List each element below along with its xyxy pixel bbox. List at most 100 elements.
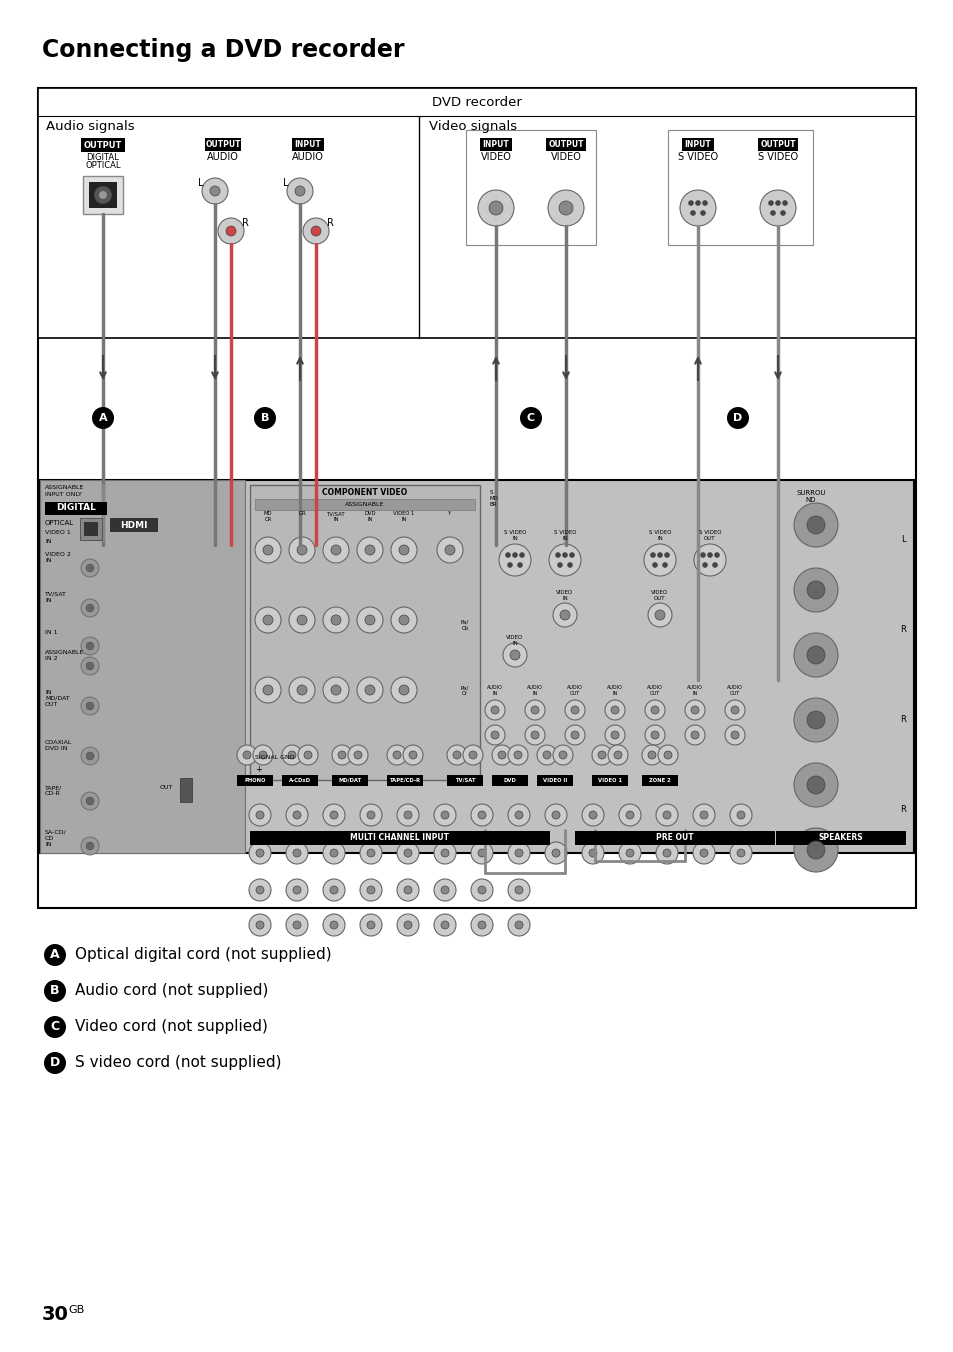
Circle shape (726, 407, 748, 429)
Circle shape (793, 827, 837, 872)
Circle shape (598, 750, 605, 758)
Circle shape (507, 914, 530, 936)
Circle shape (492, 745, 512, 765)
Text: SURROU
ND: SURROU ND (796, 489, 825, 503)
Circle shape (226, 226, 235, 237)
Circle shape (359, 842, 381, 864)
Text: DIGITAL: DIGITAL (56, 503, 96, 512)
Text: OUT: OUT (160, 786, 173, 790)
Circle shape (531, 731, 538, 740)
Circle shape (760, 191, 795, 226)
Text: A: A (51, 949, 60, 961)
Circle shape (644, 700, 664, 721)
Text: Audio cord (not supplied): Audio cord (not supplied) (75, 983, 268, 999)
Circle shape (569, 553, 574, 557)
Circle shape (323, 537, 349, 562)
Text: L: L (198, 178, 204, 188)
Text: AUDIO
OUT: AUDIO OUT (726, 685, 742, 696)
Bar (38, 88, 915, 338)
Text: MD
CR: MD CR (263, 511, 272, 522)
Circle shape (332, 745, 352, 765)
Circle shape (434, 804, 456, 826)
Circle shape (253, 745, 273, 765)
Circle shape (365, 615, 375, 625)
Circle shape (304, 750, 312, 758)
Circle shape (393, 750, 400, 758)
Circle shape (323, 677, 349, 703)
Circle shape (255, 849, 264, 857)
Circle shape (403, 811, 412, 819)
Circle shape (398, 545, 409, 556)
Circle shape (286, 842, 308, 864)
Bar (250, 485, 479, 780)
Text: A: A (98, 412, 107, 423)
Circle shape (359, 879, 381, 900)
Circle shape (356, 607, 382, 633)
Text: DVD recorder: DVD recorder (432, 96, 521, 110)
Circle shape (517, 562, 522, 568)
Text: VIDEO
IN: VIDEO IN (506, 635, 523, 646)
Text: S VIDEO
IN: S VIDEO IN (648, 530, 671, 541)
Circle shape (519, 553, 524, 557)
Text: OPTICAL: OPTICAL (85, 161, 121, 170)
Bar (236, 775, 273, 786)
Circle shape (650, 706, 659, 714)
Circle shape (806, 841, 824, 859)
Circle shape (655, 610, 664, 621)
Circle shape (396, 842, 418, 864)
Circle shape (491, 706, 498, 714)
Circle shape (515, 849, 522, 857)
Text: AUDIO
OUT: AUDIO OUT (566, 685, 582, 696)
Circle shape (289, 537, 314, 562)
Circle shape (537, 745, 557, 765)
Text: VIDEO
OUT: VIDEO OUT (651, 589, 668, 600)
Circle shape (81, 657, 99, 675)
Bar (465, 130, 596, 245)
Circle shape (254, 537, 281, 562)
Bar (667, 130, 812, 245)
Circle shape (81, 558, 99, 577)
Circle shape (348, 745, 368, 765)
Circle shape (510, 650, 519, 660)
Circle shape (81, 792, 99, 810)
Circle shape (323, 879, 345, 900)
Circle shape (255, 921, 264, 929)
Circle shape (489, 201, 502, 215)
Circle shape (730, 731, 739, 740)
Circle shape (515, 886, 522, 894)
Text: Video cord (not supplied): Video cord (not supplied) (75, 1019, 268, 1034)
Circle shape (514, 750, 521, 758)
Bar (282, 775, 317, 786)
Circle shape (663, 750, 671, 758)
Text: AUDIO: AUDIO (207, 151, 238, 162)
Text: PHONO: PHONO (244, 777, 266, 783)
Text: B: B (260, 412, 269, 423)
Text: GB: GB (68, 1305, 84, 1315)
Text: AUDIO: AUDIO (292, 151, 324, 162)
Circle shape (440, 811, 449, 819)
Circle shape (564, 725, 584, 745)
Bar (84, 522, 98, 535)
Text: PRE OUT: PRE OUT (656, 833, 693, 842)
Circle shape (505, 553, 510, 557)
Text: ASSIGNABLE: ASSIGNABLE (45, 485, 84, 489)
Circle shape (700, 811, 707, 819)
Circle shape (692, 842, 714, 864)
Circle shape (294, 187, 305, 196)
Bar (89, 183, 117, 208)
Circle shape (323, 842, 345, 864)
Circle shape (243, 750, 251, 758)
Text: S
MD
BR: S MD BR (490, 489, 498, 507)
Circle shape (367, 921, 375, 929)
Circle shape (356, 537, 382, 562)
Circle shape (647, 603, 671, 627)
Circle shape (793, 568, 837, 612)
Circle shape (471, 804, 493, 826)
Circle shape (588, 849, 597, 857)
Circle shape (296, 615, 307, 625)
Circle shape (286, 914, 308, 936)
Circle shape (289, 677, 314, 703)
Text: Y: Y (448, 511, 451, 516)
Circle shape (254, 677, 281, 703)
Circle shape (263, 615, 273, 625)
